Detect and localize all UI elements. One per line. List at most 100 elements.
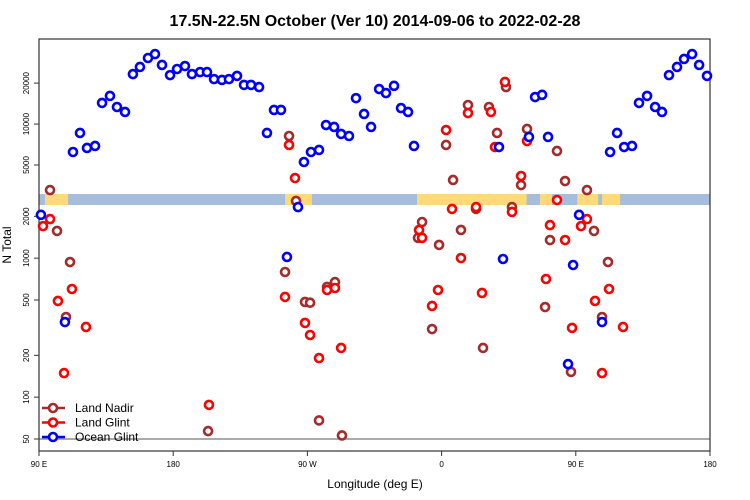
data-point (52, 295, 64, 307)
data-point (551, 194, 563, 206)
data-point (283, 130, 295, 142)
data-point (523, 131, 535, 143)
data-point (380, 87, 392, 99)
x-tick-label: 0 (439, 460, 444, 469)
data-point (462, 107, 474, 119)
data-point (313, 144, 325, 156)
data-point (81, 142, 93, 154)
data-point (35, 209, 47, 221)
data-point (358, 108, 370, 120)
data-point (440, 124, 452, 136)
data-point (602, 256, 614, 268)
data-point (304, 329, 316, 341)
data-point (416, 232, 428, 244)
data-point (111, 101, 123, 113)
data-point (476, 287, 488, 299)
legend-label: Ocean Glint (75, 430, 139, 444)
data-point (299, 317, 311, 329)
data-point (515, 170, 527, 182)
data-point (292, 201, 304, 213)
land-segment (577, 194, 599, 205)
y-tick-label: 500 (22, 293, 31, 307)
data-point (617, 321, 629, 333)
x-tick-label: 90 E (568, 460, 584, 469)
data-point (671, 61, 683, 73)
data-point (186, 68, 198, 80)
data-point (581, 184, 593, 196)
data-point (506, 206, 518, 218)
y-tick-label: 200 (22, 348, 31, 362)
legend-label: Land Nadir (75, 401, 134, 415)
legend-marker (47, 402, 59, 414)
data-point (253, 81, 265, 93)
y-tick-label: 2000 (22, 207, 31, 225)
data-point (559, 234, 571, 246)
ocean-band (39, 194, 710, 205)
data-point (335, 342, 347, 354)
y-tick-label: 50 (22, 434, 31, 443)
data-point (64, 256, 76, 268)
data-point (96, 97, 108, 109)
y-axis-label: N Total (0, 226, 14, 263)
data-point (693, 59, 705, 71)
data-point (350, 92, 362, 104)
data-point (408, 140, 420, 152)
data-point (656, 106, 668, 118)
data-point (336, 430, 348, 441)
data-point (426, 300, 438, 312)
data-point (261, 127, 273, 139)
data-point (179, 60, 191, 72)
data-point (281, 251, 293, 263)
data-point (544, 219, 556, 231)
data-point (59, 316, 71, 328)
data-point (701, 70, 713, 82)
data-point (596, 367, 608, 379)
data-point (440, 139, 452, 151)
data-point (540, 273, 552, 285)
legend-marker (47, 431, 59, 443)
data-point (320, 119, 332, 131)
data-point (51, 225, 63, 237)
data-point (515, 179, 527, 191)
data-point (275, 104, 287, 116)
data-point (104, 90, 116, 102)
data-point (289, 172, 301, 184)
plot-frame (38, 38, 711, 452)
data-point (649, 101, 661, 113)
data-point (67, 146, 79, 158)
data-point (566, 322, 578, 334)
chart-title: 17.5N-22.5N October (Ver 10) 2014-09-06 … (170, 13, 581, 30)
data-point (149, 48, 161, 60)
x-tick-label: 180 (167, 460, 181, 469)
data-point (485, 106, 497, 118)
data-point (426, 323, 438, 335)
y-tick-label: 5000 (22, 156, 31, 174)
x-tick-label: 180 (703, 460, 717, 469)
data-point (313, 415, 325, 426)
x-tick-label: 90 E (31, 460, 47, 469)
land-segment (44, 194, 69, 205)
data-point (89, 140, 101, 152)
data-point (164, 69, 176, 81)
y-tick-label: 20000 (22, 71, 31, 94)
data-point (66, 283, 78, 295)
series-land-glint (37, 76, 629, 411)
data-point (203, 399, 215, 411)
land-segment (540, 194, 552, 205)
y-tick-label: 10000 (22, 112, 31, 135)
land-ocean-band (39, 194, 710, 205)
data-point (573, 209, 585, 221)
data-point (493, 141, 505, 153)
data-point (313, 352, 325, 364)
data-point (127, 68, 139, 80)
data-point (477, 342, 489, 354)
data-point (562, 358, 574, 370)
data-point (455, 252, 467, 264)
data-point (499, 76, 511, 88)
data-point (491, 127, 503, 139)
data-point (455, 224, 467, 236)
data-points (35, 48, 713, 441)
data-point (74, 127, 86, 139)
data-point (611, 127, 623, 139)
